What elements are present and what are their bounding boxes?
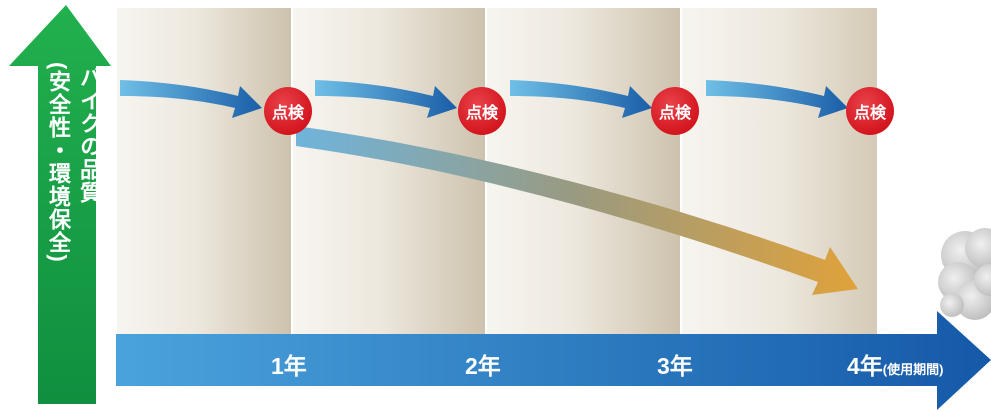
year-1-panel <box>117 8 291 334</box>
year-tick-4-group: 4年(使用期間) <box>847 347 943 381</box>
year-tick-3: 3年 <box>657 353 693 379</box>
cycle-arrow-3 <box>510 80 652 118</box>
year-tick-2: 2年 <box>465 353 501 379</box>
quality-axis-label: バイクの品質 <box>77 66 102 204</box>
inspection-badge-4: 点検 <box>846 87 894 135</box>
usage-period-label: (使用期間) <box>882 362 944 377</box>
degradation-arrow <box>296 126 858 295</box>
inspection-cycle-arrows <box>120 80 848 118</box>
year-tick-1: 1年 <box>271 353 307 379</box>
inspection-badge-3: 点検 <box>651 87 699 135</box>
inspection-badge-2: 点検 <box>458 87 506 135</box>
time-axis-arrow <box>116 311 991 410</box>
smoke-cloud-icon <box>938 228 991 320</box>
cycle-arrow-2 <box>315 80 457 118</box>
cycle-arrow-1 <box>120 80 262 118</box>
quality-axis-sublabel: (安全性・環境保全) <box>46 62 71 263</box>
inspection-badge-1: 点検 <box>264 87 312 135</box>
year-tick-4: 4年 <box>847 353 883 379</box>
cycle-arrow-4 <box>706 80 848 118</box>
quality-axis-arrow <box>9 5 114 404</box>
